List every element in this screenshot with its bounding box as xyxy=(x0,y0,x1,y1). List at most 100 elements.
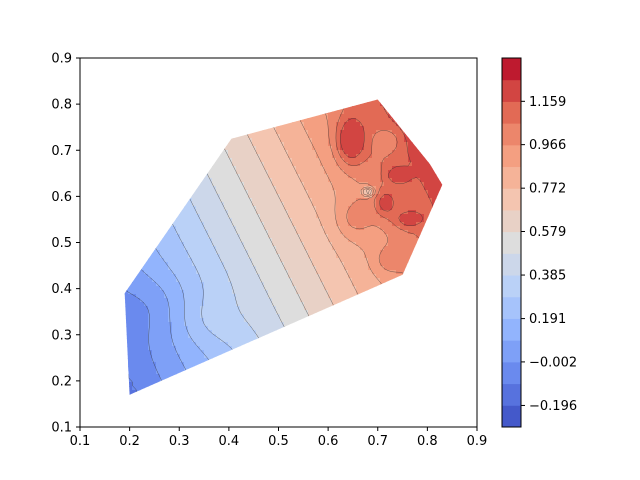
contour-band-cell xyxy=(88,254,93,259)
contour-band-cell xyxy=(192,94,197,99)
contour-band-cell xyxy=(400,162,405,167)
contour-band-cell xyxy=(192,202,197,207)
contour-band-cell xyxy=(408,130,413,135)
contour-band-cell xyxy=(176,66,181,71)
contour-band-cell xyxy=(432,78,437,83)
contour-band-cell xyxy=(444,206,449,211)
contour-band-cell xyxy=(144,230,149,235)
contour-band-cell xyxy=(84,138,89,143)
contour-band-cell xyxy=(312,182,317,187)
contour-band-cell xyxy=(192,58,197,63)
contour-band-cell xyxy=(396,130,401,135)
contour-band-cell xyxy=(228,210,233,215)
contour-band-cell xyxy=(144,70,149,75)
contour-band-cell xyxy=(288,234,293,239)
contour-band-cell xyxy=(276,66,281,71)
contour-band-cell xyxy=(324,134,329,139)
contour-band-cell xyxy=(132,158,137,163)
contour-band-cell xyxy=(300,154,305,159)
contour-band-cell xyxy=(404,254,409,259)
contour-band-cell xyxy=(148,238,153,243)
contour-band-cell xyxy=(252,70,257,75)
contour-band-cell xyxy=(452,182,457,187)
contour-band-cell xyxy=(240,122,245,127)
contour-band-cell xyxy=(364,114,369,119)
contour-band-cell xyxy=(80,122,85,127)
contour-band-cell xyxy=(184,106,189,111)
contour-band-cell xyxy=(336,234,341,239)
contour-band-cell xyxy=(332,182,337,187)
contour-band-cell xyxy=(88,66,93,71)
contour-band-cell xyxy=(180,58,185,63)
contour-band-cell xyxy=(188,106,193,111)
contour-band-cell xyxy=(104,86,109,91)
contour-band-cell xyxy=(432,182,437,187)
contour-band-cell xyxy=(204,206,209,211)
contour-band-cell xyxy=(172,234,177,239)
contour-band-cell xyxy=(136,70,141,75)
contour-band-cell xyxy=(448,58,453,63)
contour-band-cell xyxy=(388,238,393,243)
contour-band-cell xyxy=(136,142,141,147)
contour-band-cell xyxy=(232,134,237,139)
contour-band-cell xyxy=(220,238,225,243)
contour-band-cell xyxy=(104,158,109,163)
contour-band-cell xyxy=(444,126,449,131)
contour-band-cell xyxy=(368,174,373,179)
contour-band-cell xyxy=(256,74,261,79)
contour-band-cell xyxy=(472,126,477,131)
contour-band-cell xyxy=(344,158,349,163)
contour-band-cell xyxy=(224,230,229,235)
contour-band-cell xyxy=(152,90,157,95)
contour-band-cell xyxy=(272,142,277,147)
contour-band-cell xyxy=(396,158,401,163)
contour-band-cell xyxy=(184,86,189,91)
contour-band-cell xyxy=(376,134,381,139)
contour-band-cell xyxy=(332,86,337,91)
contour-band-cell xyxy=(120,206,125,211)
contour-band-cell xyxy=(252,246,257,251)
contour-band-cell xyxy=(292,222,297,227)
contour-band-cell xyxy=(336,110,341,115)
contour-band-cell xyxy=(340,170,345,175)
contour-band-cell xyxy=(232,170,237,175)
contour-band-cell xyxy=(420,110,425,115)
contour-band-cell xyxy=(240,90,245,95)
contour-band-cell xyxy=(408,82,413,87)
contour-band-cell xyxy=(172,142,177,147)
contour-band-cell xyxy=(232,218,237,223)
contour-band-cell xyxy=(284,58,289,63)
contour-band-cell xyxy=(196,86,201,91)
contour-band-cell xyxy=(140,106,145,111)
contour-band-cell xyxy=(148,86,153,91)
contour-band-cell xyxy=(312,122,317,127)
contour-band-cell xyxy=(316,218,321,223)
contour-band-cell xyxy=(168,162,173,167)
contour-band-cell xyxy=(368,106,373,111)
contour-band-cell xyxy=(92,70,97,75)
contour-band-cell xyxy=(304,122,309,127)
contour-band-cell xyxy=(376,194,381,199)
contour-band-cell xyxy=(392,254,397,259)
contour-band-cell xyxy=(332,178,337,183)
contour-band-cell xyxy=(368,146,373,151)
contour-band-cell xyxy=(444,58,449,63)
contour-band-cell xyxy=(100,122,105,127)
contour-band-cell xyxy=(92,114,97,119)
contour-band-cell xyxy=(148,174,153,179)
contour-band-cell xyxy=(132,74,137,79)
contour-band-cell xyxy=(156,230,161,235)
contour-band-cell xyxy=(348,186,353,191)
contour-band-cell xyxy=(344,62,349,67)
contour-band-cell xyxy=(284,134,289,139)
contour-band-cell xyxy=(324,106,329,111)
contour-band-cell xyxy=(352,94,357,99)
contour-band-cell xyxy=(192,218,197,223)
contour-band-cell xyxy=(164,238,169,243)
contour-band-cell xyxy=(460,234,465,239)
contour-band-cell xyxy=(416,178,421,183)
contour-band-cell xyxy=(160,194,165,199)
contour-band-cell xyxy=(176,214,181,219)
contour-band-cell xyxy=(412,102,417,107)
contour-band-cell xyxy=(300,226,305,231)
